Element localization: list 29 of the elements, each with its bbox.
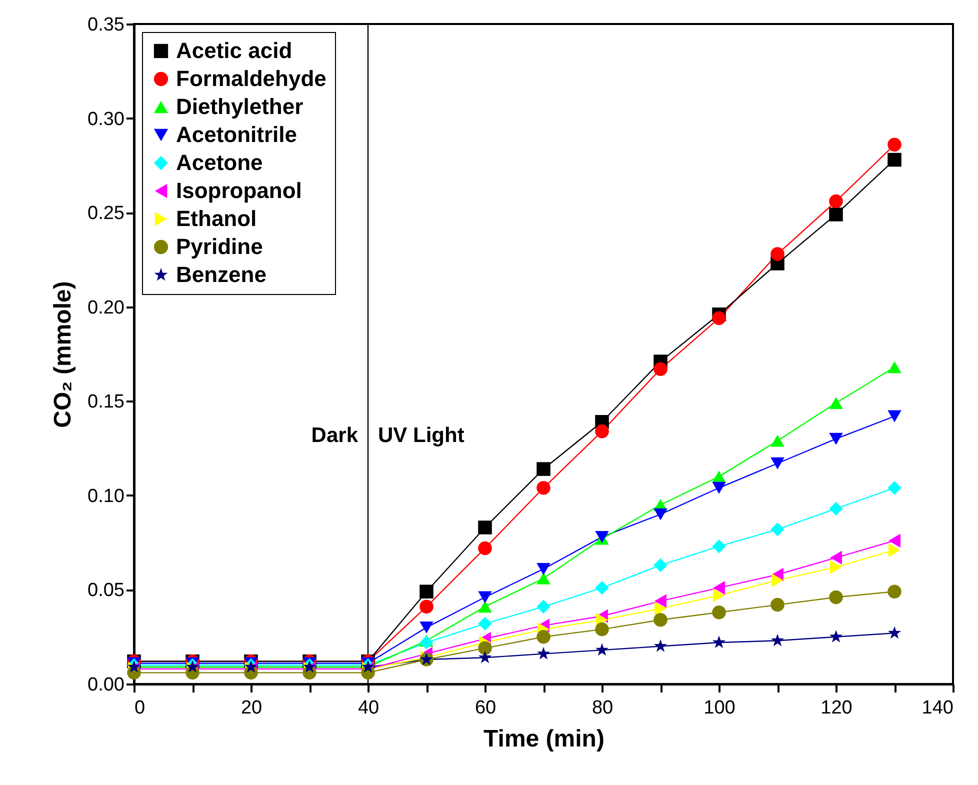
x-tick-label: 120 [820, 698, 852, 718]
x-tick-label: 140 [922, 698, 954, 718]
legend-label: Acetone [176, 150, 263, 175]
x-tick-label: 20 [240, 698, 262, 718]
y-tick-label: 0.00 [88, 674, 124, 696]
x-tick-label: 40 [358, 698, 380, 718]
x-tick-label: 80 [592, 698, 614, 718]
annotation: UV Light [378, 424, 464, 447]
legend-label: Diethylether [176, 94, 304, 119]
x-tick-label: 100 [704, 698, 736, 718]
y-tick-label: 0.30 [88, 108, 124, 130]
legend-label: Acetic acid [176, 38, 292, 63]
legend-label: Formaldehyde [176, 66, 326, 91]
x-tick-label: 60 [474, 698, 496, 718]
legend-label: Benzene [176, 262, 266, 287]
x-tick-label: 0 [134, 698, 146, 718]
y-tick-label: 0.05 [88, 580, 124, 602]
legend-label: Ethanol [176, 206, 257, 231]
legend-label: Isopropanol [176, 178, 302, 203]
y-axis-title: CO₂ (mmole) [50, 281, 77, 428]
y-tick-label: 0.15 [88, 392, 124, 413]
annotation: Dark [311, 424, 358, 447]
y-tick-label: 0.10 [88, 486, 124, 507]
legend-label: Acetonitrile [176, 122, 298, 147]
y-tick-label: 0.25 [88, 203, 124, 224]
legend-label: Pyridine [176, 234, 263, 259]
x-axis-title: Time (min) [484, 726, 604, 752]
y-tick-label: 0.35 [88, 14, 124, 36]
y-tick-label: 0.20 [88, 297, 124, 318]
